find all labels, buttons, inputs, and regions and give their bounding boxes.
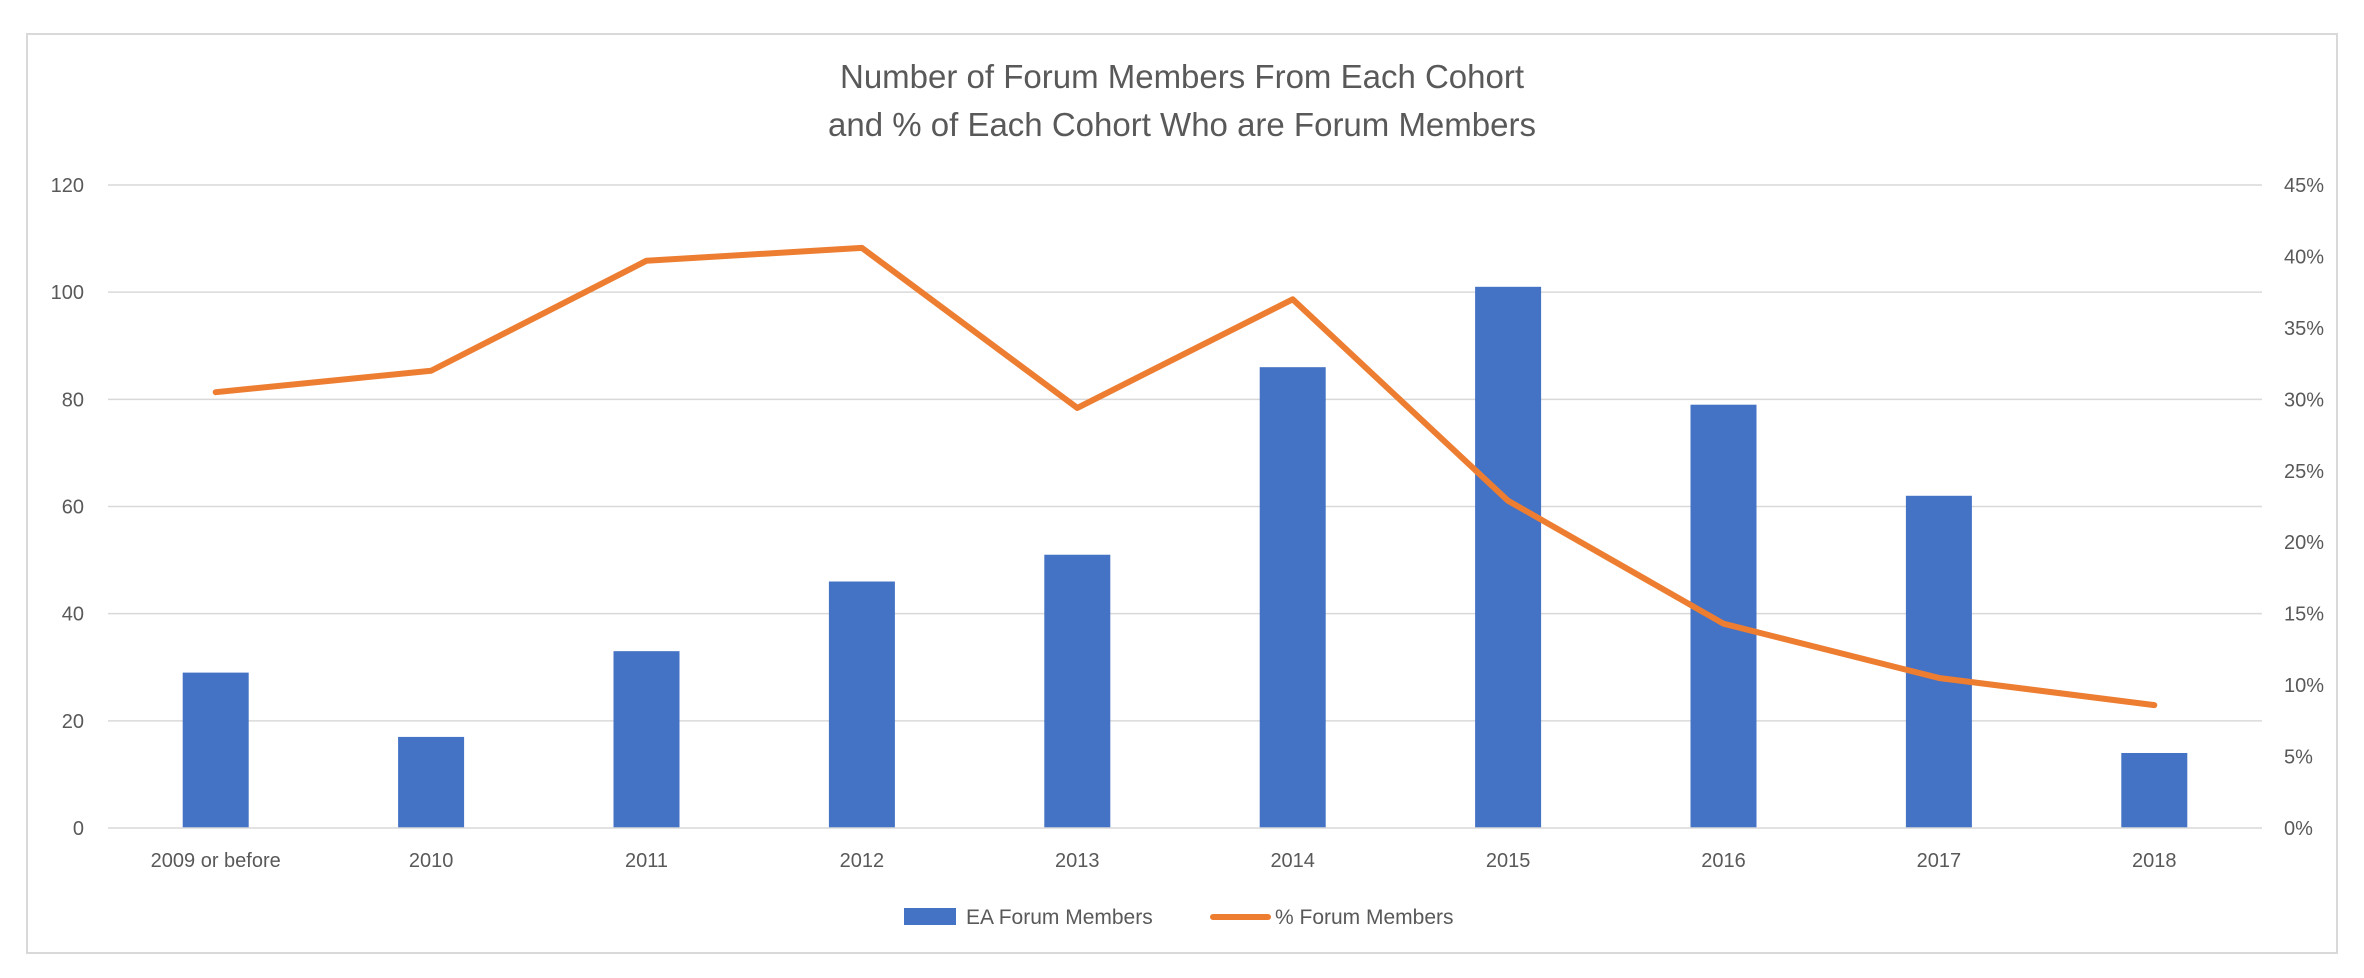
chart-subtitle: and % of Each Cohort Who are Forum Membe… xyxy=(828,106,1536,143)
bar xyxy=(828,581,895,828)
chart-frame: 0 20 40 60 80 100 120 0% 5% 10% 15% 20% 25% 30% 35% 40%… xyxy=(26,33,2338,954)
y-right-tick-label: 15% xyxy=(2284,604,2324,626)
legend-label-bar: EA Forum Members xyxy=(966,906,1153,929)
bar xyxy=(1259,367,1326,828)
x-tick-label: 2010 xyxy=(409,850,454,872)
legend-swatch-bar xyxy=(904,908,956,925)
bar xyxy=(613,651,680,828)
series-line xyxy=(212,244,2158,709)
x-tick-label: 2015 xyxy=(1486,850,1531,872)
x-tick-label: 2016 xyxy=(1701,850,1746,872)
bar xyxy=(1044,554,1111,828)
x-tick-label: 2017 xyxy=(1917,850,1962,872)
bar xyxy=(2121,752,2188,828)
legend: EA Forum Members % Forum Members xyxy=(904,906,1454,929)
y-right-tick-label: 20% xyxy=(2284,532,2324,554)
y-right-tick-label: 10% xyxy=(2284,675,2324,697)
y-right-tick-label: 40% xyxy=(2284,246,2324,268)
y-right-tick-label: 5% xyxy=(2284,747,2313,769)
y-left-tick-label: 60 xyxy=(62,497,84,519)
y-right-tick-label: 35% xyxy=(2284,318,2324,340)
y-left-tick-label: 40 xyxy=(62,604,84,626)
line-series xyxy=(212,244,2158,709)
bar xyxy=(1690,404,1757,828)
bar xyxy=(1905,495,1972,828)
x-tick-label: 2011 xyxy=(625,850,668,872)
y-left-tick-label: 100 xyxy=(51,282,84,304)
bar xyxy=(1475,286,1542,828)
combo-chart: 0 20 40 60 80 100 120 0% 5% 10% 15% 20% 25% 30% 35% 40%… xyxy=(51,58,2325,929)
x-tick-label: 2014 xyxy=(1270,850,1315,872)
y-right-tick-label: 25% xyxy=(2284,461,2324,483)
y-left-tick-label: 20 xyxy=(62,711,84,733)
y-left-tick-label: 0 xyxy=(73,818,84,840)
gridlines xyxy=(108,184,2262,722)
legend-label-line: % Forum Members xyxy=(1275,906,1454,929)
bar xyxy=(182,672,249,828)
y-left-tick-label: 120 xyxy=(51,175,84,197)
axes: 0 20 40 60 80 100 120 0% 5% 10% 15% 20% 25% 30% 35% 40%… xyxy=(51,175,2325,872)
x-tick-label: 2013 xyxy=(1055,850,1100,872)
x-tick-label: 2012 xyxy=(840,850,885,872)
bar-series xyxy=(182,286,2188,828)
y-right-tick-label: 0% xyxy=(2284,818,2313,840)
x-tick-label: 2018 xyxy=(2132,850,2177,872)
y-right-tick-label: 45% xyxy=(2284,175,2324,197)
bar xyxy=(398,736,465,828)
y-left-tick-label: 80 xyxy=(62,389,84,411)
y-right-tick-label: 30% xyxy=(2284,389,2324,411)
chart-title: Number of Forum Members From Each Cohort xyxy=(840,58,1524,95)
x-tick-label: 2009 or before xyxy=(151,850,281,872)
